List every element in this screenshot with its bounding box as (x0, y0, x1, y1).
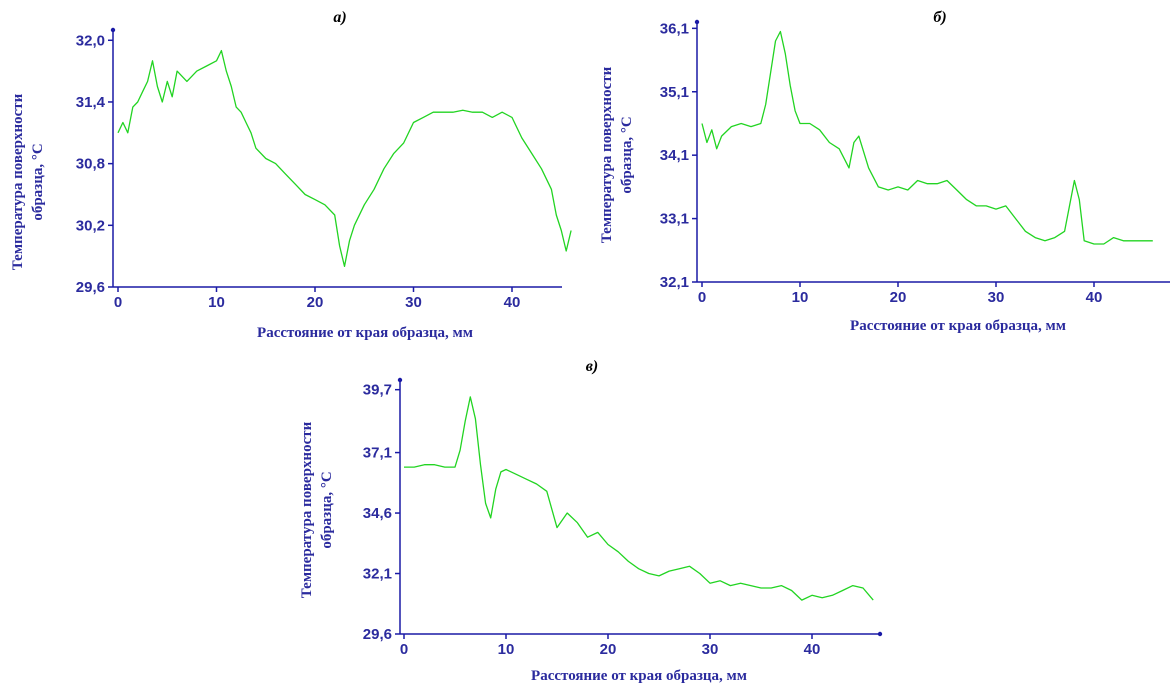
x-tick-label: 30 (405, 294, 422, 311)
y-tick-label: 31,4 (76, 94, 106, 111)
x-axis-label: Расстояние от края образца, мм (257, 325, 473, 341)
x-tick-label: 0 (400, 641, 408, 658)
y-tick-label: 32,0 (76, 32, 105, 49)
y-axis-label-line2: образца, °C (319, 471, 335, 548)
y-tick-label: 29,6 (76, 279, 105, 296)
y-tick-label: 33,1 (660, 211, 689, 228)
y-axis-label-line2: образца, °C (619, 116, 635, 193)
x-axis-label: Расстояние от края образца, мм (850, 318, 1066, 334)
x-tick-label: 40 (804, 641, 821, 658)
x-tick-label: 20 (307, 294, 324, 311)
x-tick-label: 10 (208, 294, 225, 311)
x-tick-label: 30 (988, 289, 1005, 306)
y-tick-label: 37,1 (363, 445, 392, 462)
y-axis-label-line2: образца, °C (30, 143, 46, 220)
y-axis-label-line1: Температура поверхности (10, 93, 26, 270)
chart-panel-3: 29,6 32,1 34,6 37,1 39,7 0 10 20 30 40 в) Температу… (299, 358, 883, 684)
y-tick-label: 34,6 (363, 505, 392, 522)
x-tick-label: 40 (504, 294, 521, 311)
x-axis-arrow (877, 631, 883, 637)
y-axis-label-line1: Температура поверхности (299, 421, 315, 598)
y-tick-label: 32,1 (660, 274, 689, 291)
series-line (117, 49, 572, 268)
chart-panel-2: 32,1 33,1 34,1 35,1 36,1 0 10 20 30 40 б) Температу… (599, 9, 1170, 334)
panel-label: в) (586, 358, 598, 375)
y-axis-arrow (694, 19, 700, 25)
y-tick-label: 32,1 (363, 566, 392, 583)
y-axis-arrow (397, 377, 403, 383)
x-tick-label: 30 (702, 641, 719, 658)
series-line (404, 396, 874, 601)
x-tick-label: 10 (792, 289, 809, 306)
y-tick-label: 30,2 (76, 217, 105, 234)
y-tick-label: 35,1 (660, 84, 689, 101)
x-tick-label: 0 (698, 289, 706, 306)
x-tick-label: 40 (1086, 289, 1103, 306)
y-tick-label: 30,8 (76, 156, 105, 173)
y-axis-arrow (110, 27, 116, 33)
y-tick-label: 36,1 (660, 20, 689, 37)
y-tick-label: 34,1 (660, 147, 689, 164)
x-axis-label: Расстояние от края образца, мм (531, 668, 747, 684)
x-tick-label: 20 (890, 289, 907, 306)
y-tick-label: 39,7 (363, 382, 392, 399)
chart-panel-1: 29,6 30,2 30,8 31,4 32,0 0 10 20 30 40 а) Температу… (10, 9, 572, 341)
y-axis-label-line1: Температура поверхности (599, 66, 615, 243)
y-tick-label: 29,6 (363, 626, 392, 643)
x-tick-label: 10 (498, 641, 515, 658)
series-line (701, 30, 1153, 245)
x-tick-label: 20 (600, 641, 617, 658)
panel-label: а) (333, 9, 346, 26)
x-tick-label: 0 (114, 294, 122, 311)
panel-label: б) (933, 9, 946, 26)
